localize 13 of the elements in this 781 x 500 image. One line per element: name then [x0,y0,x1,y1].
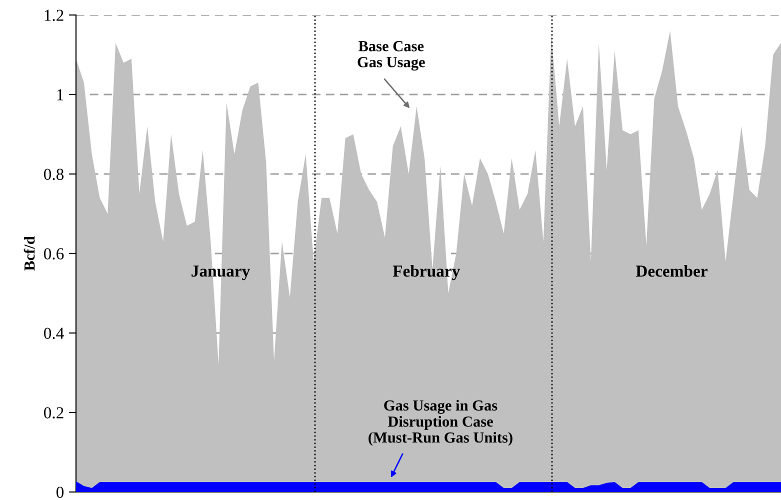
annotation: January [192,266,250,280]
annotation: Gas Usage in Gas Disruption Case (Must-Run Gas Units) [368,400,512,446]
y-tick-label: 0 [56,486,64,498]
annotation: February [392,265,460,280]
y-tick-label: 0.6 [44,248,64,260]
y-tick-label: 1 [57,89,64,100]
y-tick-label: 1.2 [44,10,64,22]
y-tick-label: 0.8 [44,168,64,180]
annotation: December [636,265,708,277]
y-axis-title: Bcf/d [24,236,35,271]
y-tick-label: 0.4 [44,328,64,340]
y-tick-label: 0.2 [44,407,64,419]
annotation: Base Case Gas Usage [358,41,425,71]
